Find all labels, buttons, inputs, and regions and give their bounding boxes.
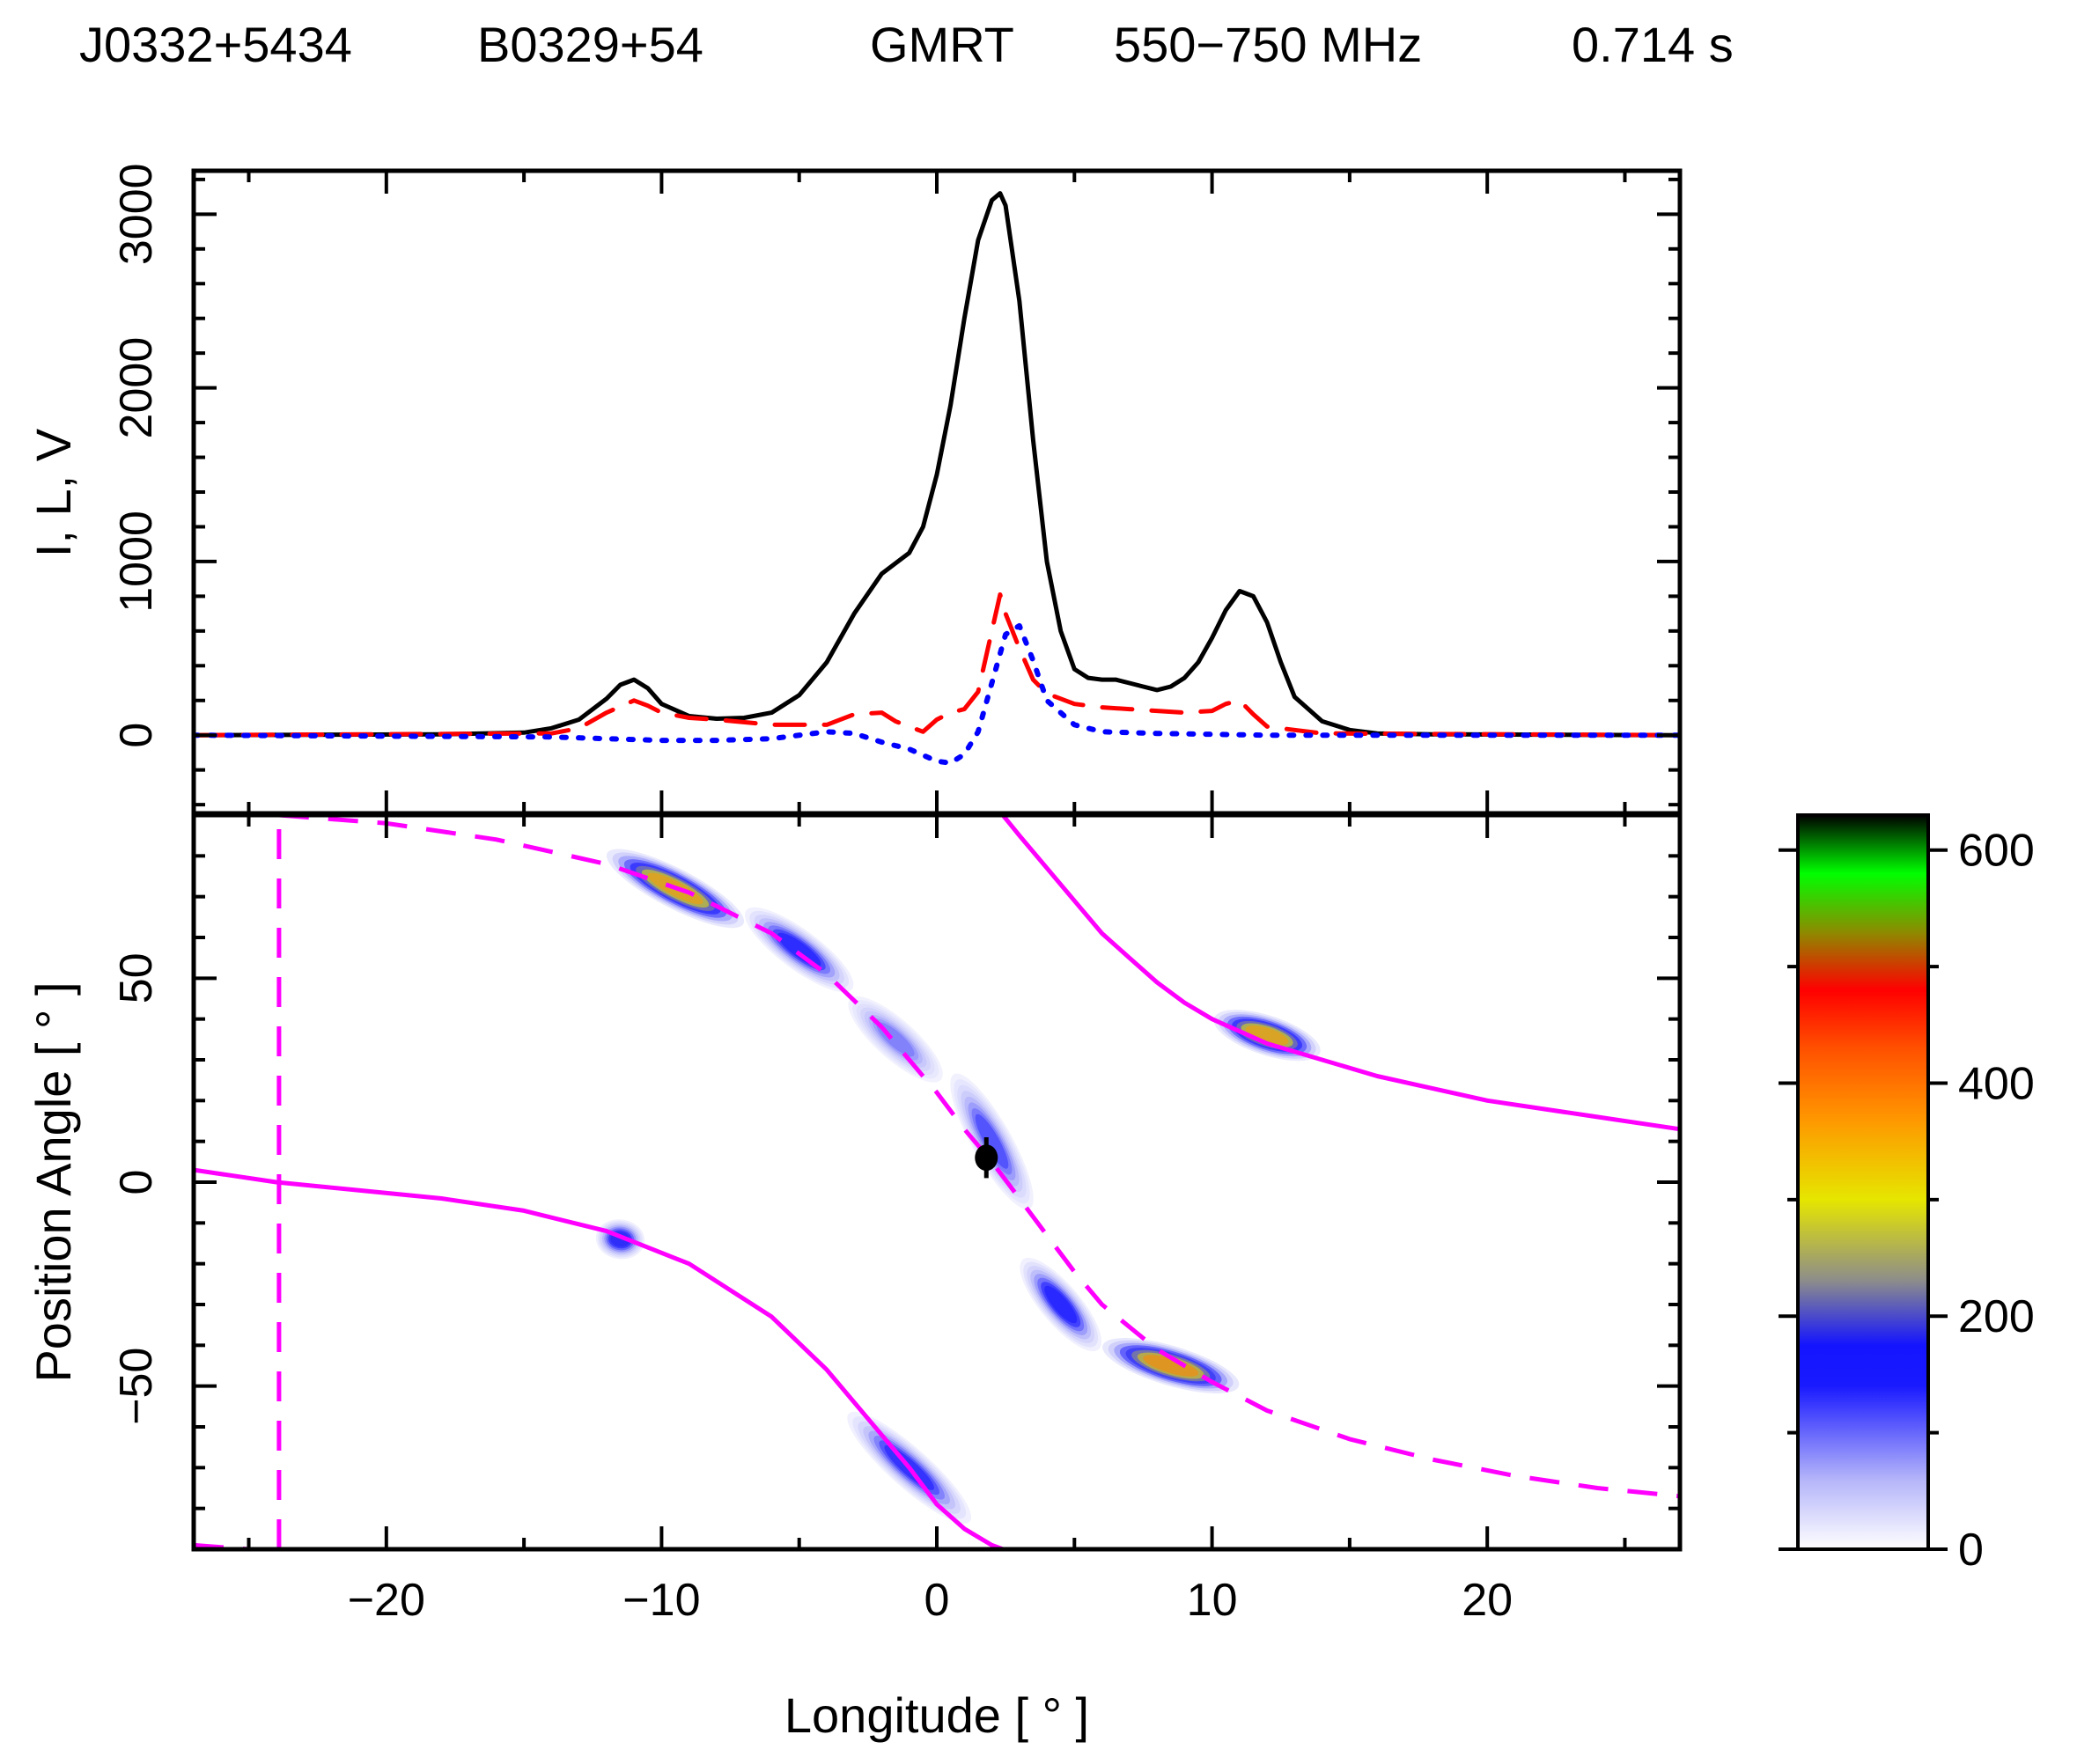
pa-marker-layer [975, 1137, 998, 1179]
profile-y-tick-label: 3000 [111, 163, 162, 265]
pa-ylabel: Position Angle [ ° ] [26, 981, 81, 1382]
colorbar-tick-label: 200 [1958, 1291, 2035, 1342]
profile-y-tick-label: 0 [111, 723, 162, 748]
pa-frame [191, 812, 1683, 1552]
x-tick-label: 0 [924, 1575, 950, 1626]
profile-ylabel: I, L, V [26, 428, 81, 557]
title-bname: B0329+54 [477, 17, 703, 72]
x-tick-label: −10 [622, 1575, 700, 1626]
pa-y-tick-label: −50 [111, 1348, 162, 1425]
pa-density-blob-5-level-7 [1143, 1355, 1199, 1377]
pa-y-tick-label: 50 [111, 952, 162, 1003]
profile-series-I [194, 191, 1680, 738]
title-jname: J0332+5434 [79, 17, 352, 72]
profile-y-tick-label: 1000 [111, 511, 162, 613]
x-tick-label: −20 [348, 1575, 425, 1626]
colorbar-tick-label: 600 [1958, 826, 2035, 877]
rvm-curve-1-segment-0 [194, 1542, 274, 1549]
x-tick-label: 20 [1462, 1575, 1513, 1626]
pa-y-tick-label: 0 [111, 1170, 162, 1195]
axis-labels: I, L, V Position Angle [ ° ] Longitude [… [26, 428, 1089, 1743]
figure-title: J0332+5434 B0329+54 GMRT 550−750 MHz 0.7… [79, 16, 2016, 77]
title-band: 550−750 MHz [1114, 17, 1423, 72]
pa-xlabel: Longitude [ ° ] [784, 1687, 1089, 1743]
pa-density-blob-1-level-7 [777, 932, 821, 967]
pa-density-layer [595, 849, 1321, 1524]
title-period: 0.714 s [1572, 17, 1734, 72]
profile-series-L [194, 592, 1680, 738]
profile-y-tick-label: 2000 [111, 337, 162, 439]
title-telescope: GMRT [870, 17, 1014, 72]
profile-curves [194, 191, 1680, 766]
rvm-curve-1-segment-2 [278, 815, 1680, 1499]
x-tick-label: 10 [1187, 1575, 1238, 1626]
colorbar [1796, 813, 1930, 1551]
rvm-curve-0-segment-0 [194, 1167, 1004, 1549]
colorbar-tick-label: 0 [1958, 1525, 1984, 1576]
profile-frame [191, 168, 1683, 816]
rvm-curves [194, 815, 1680, 1549]
axes [191, 168, 1930, 1552]
pa-marker-point [975, 1144, 998, 1172]
profile-series-V [194, 622, 1680, 766]
colorbar-tick-label: 400 [1958, 1059, 2035, 1110]
rvm-curve-0-segment-1 [1001, 815, 1680, 1132]
pa-density-blob-6-level-7 [1245, 1025, 1289, 1046]
pa-density-blob-3-level-7 [975, 1114, 1009, 1169]
pa-density-blob-4-level-7 [1044, 1285, 1078, 1324]
